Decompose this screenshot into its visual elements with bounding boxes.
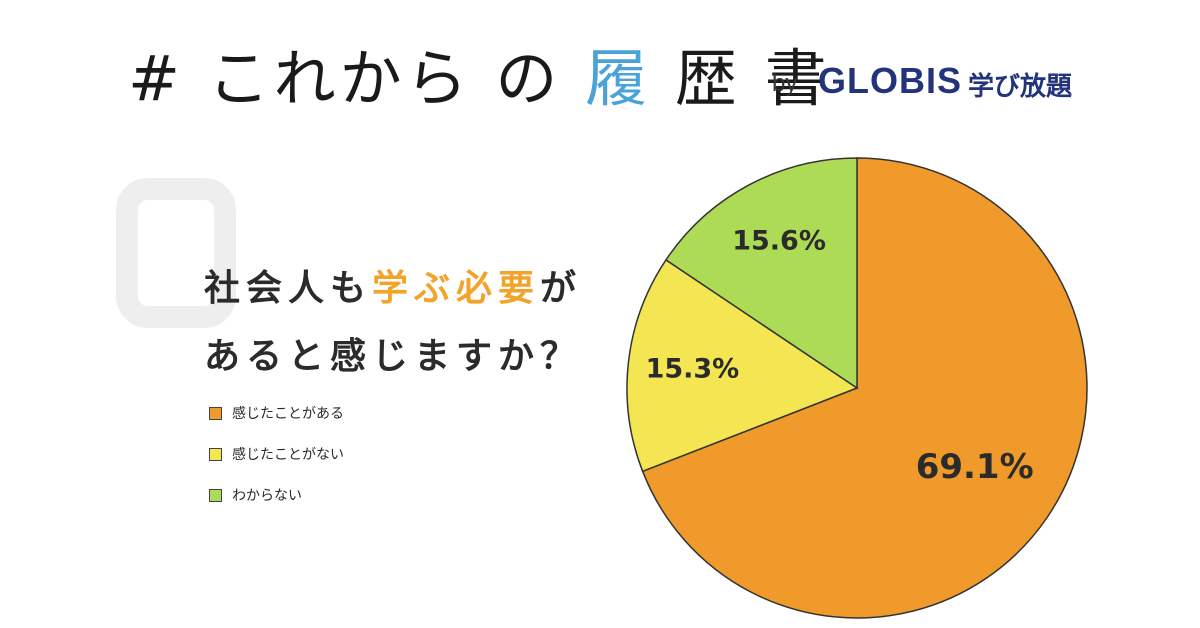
header: # これから の 履 歴 書 by GLOBIS 学び放題 bbox=[0, 0, 1200, 130]
brand-title: # これから の 履 歴 書 bbox=[128, 28, 831, 118]
title-no: の bbox=[495, 42, 562, 115]
question-line-1-post: が bbox=[540, 268, 583, 309]
legend-label: 感じたことがある bbox=[232, 406, 344, 422]
question-highlight: 学ぶ必要 bbox=[372, 268, 541, 309]
title-ri: 履 bbox=[585, 42, 652, 115]
legend: 感じたことがある 感じたことがない わからない bbox=[209, 400, 344, 523]
legend-label: わからない bbox=[232, 488, 302, 504]
legend-item: わからない bbox=[209, 482, 344, 508]
pie-slice-3 bbox=[664, 157, 858, 390]
legend-swatch bbox=[209, 406, 222, 420]
logo-subtitle: 学び放題 bbox=[968, 72, 1073, 102]
legend-swatch bbox=[209, 488, 222, 502]
q-mark-decoration bbox=[116, 178, 236, 328]
pie-slice-2 bbox=[626, 258, 859, 473]
question-line-1-pre: 社会人も bbox=[204, 268, 373, 309]
question-line-1: 社会人も学ぶ必要が bbox=[204, 255, 582, 323]
legend-item: 感じたことがある bbox=[209, 400, 344, 426]
globis-logo: GLOBIS bbox=[818, 60, 963, 101]
title-hash: # bbox=[128, 42, 184, 115]
by-text: by bbox=[772, 70, 798, 97]
pie-label-2: 15.3% bbox=[646, 353, 740, 384]
legend-label: 感じたことがない bbox=[232, 447, 344, 463]
question-line-2: あると感じますか？ bbox=[204, 336, 583, 377]
pie-slice-1 bbox=[641, 157, 1088, 619]
pie-label-3: 15.6% bbox=[732, 225, 826, 256]
title-reki: 歴 bbox=[674, 42, 741, 115]
title-korekara: これから bbox=[207, 42, 472, 115]
pie-label-1: 69.1% bbox=[916, 447, 1034, 487]
legend-swatch bbox=[209, 447, 222, 461]
title-sho: 書 bbox=[764, 42, 831, 115]
legend-item: 感じたことがない bbox=[209, 441, 344, 467]
question-text: 社会人も学ぶ必要が あると感じますか？ bbox=[204, 255, 582, 391]
